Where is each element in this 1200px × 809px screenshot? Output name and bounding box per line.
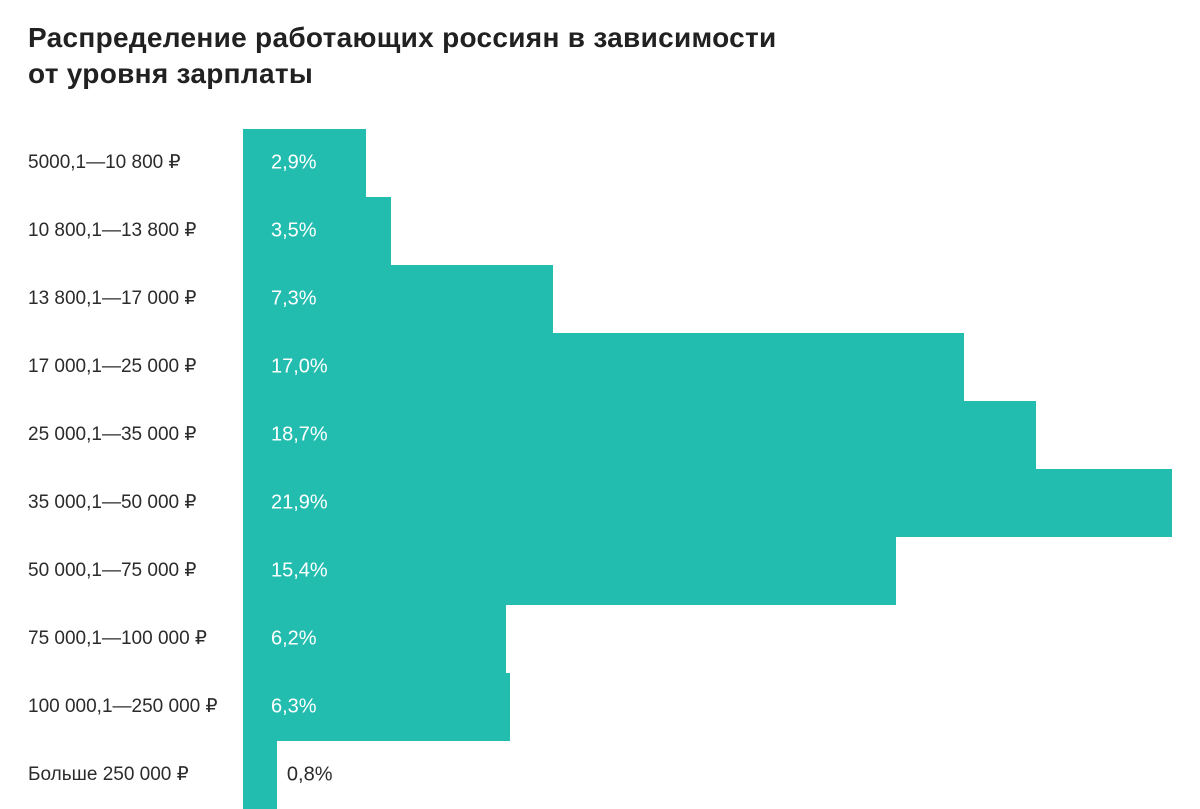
category-label: 5000,1—10 800 ₽ xyxy=(28,151,243,174)
category-label: 17 000,1—25 000 ₽ xyxy=(28,355,243,378)
value-label: 6,3% xyxy=(271,695,317,718)
bar-area: 7,3% xyxy=(243,265,1172,333)
bar-area: 0,8% xyxy=(243,741,1172,809)
category-label: 100 000,1—250 000 ₽ xyxy=(28,695,243,718)
value-label: 21,9% xyxy=(271,491,328,514)
chart-title-line2: от уровня зарплаты xyxy=(28,58,313,89)
bar-area: 15,4% xyxy=(243,537,1172,605)
category-label: 13 800,1—17 000 ₽ xyxy=(28,287,243,310)
bar-area: 6,2% xyxy=(243,605,1172,673)
value-label: 17,0% xyxy=(271,355,328,378)
category-label: 25 000,1—35 000 ₽ xyxy=(28,423,243,446)
category-label: 75 000,1—100 000 ₽ xyxy=(28,627,243,650)
value-label: 2,9% xyxy=(271,151,317,174)
bar-area: 17,0% xyxy=(243,333,1172,401)
bar xyxy=(243,401,1036,469)
value-label: 15,4% xyxy=(271,559,328,582)
bar-area: 18,7% xyxy=(243,401,1172,469)
bar-area: 6,3% xyxy=(243,673,1172,741)
value-label: 7,3% xyxy=(271,287,317,310)
bar-area: 3,5% xyxy=(243,197,1172,265)
chart-row: 10 800,1—13 800 ₽ 3,5% xyxy=(28,197,1172,265)
bar xyxy=(243,469,1172,537)
category-label: 50 000,1—75 000 ₽ xyxy=(28,559,243,582)
chart-rows: 5000,1—10 800 ₽ 2,9% 10 800,1—13 800 ₽ 3,5%… xyxy=(28,129,1172,809)
bar xyxy=(243,741,277,809)
value-label: 0,8% xyxy=(287,763,333,786)
salary-distribution-chart: Распределение работающих россиян в завис… xyxy=(0,0,1200,809)
chart-row: 35 000,1—50 000 ₽ 21,9% xyxy=(28,469,1172,537)
category-label: 35 000,1—50 000 ₽ xyxy=(28,491,243,514)
chart-row: 50 000,1—75 000 ₽ 15,4% xyxy=(28,537,1172,605)
chart-title-line1: Распределение работающих россиян в завис… xyxy=(28,22,777,53)
bar-area: 2,9% xyxy=(243,129,1172,197)
bar-area: 21,9% xyxy=(243,469,1172,537)
category-label: 10 800,1—13 800 ₽ xyxy=(28,219,243,242)
chart-row: 25 000,1—35 000 ₽ 18,7% xyxy=(28,401,1172,469)
bar xyxy=(243,197,391,265)
bar xyxy=(243,333,964,401)
chart-title: Распределение работающих россиян в завис… xyxy=(28,20,1172,93)
chart-row: Больше 250 000 ₽ 0,8% xyxy=(28,741,1172,809)
chart-row: 5000,1—10 800 ₽ 2,9% xyxy=(28,129,1172,197)
bar xyxy=(243,537,896,605)
chart-row: 75 000,1—100 000 ₽ 6,2% xyxy=(28,605,1172,673)
category-label: Больше 250 000 ₽ xyxy=(28,763,243,786)
chart-row: 13 800,1—17 000 ₽ 7,3% xyxy=(28,265,1172,333)
value-label: 6,2% xyxy=(271,627,317,650)
chart-row: 17 000,1—25 000 ₽ 17,0% xyxy=(28,333,1172,401)
value-label: 3,5% xyxy=(271,219,317,242)
value-label: 18,7% xyxy=(271,423,328,446)
chart-row: 100 000,1—250 000 ₽ 6,3% xyxy=(28,673,1172,741)
